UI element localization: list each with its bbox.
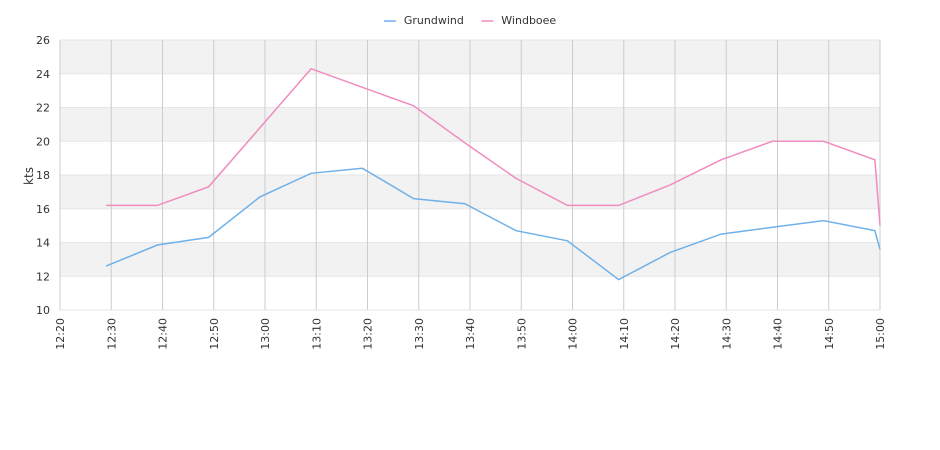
x-tick-label: 13:20 xyxy=(362,318,375,350)
x-tick-label: 12:50 xyxy=(208,318,221,350)
line xyxy=(106,67,881,226)
y-tick-label: 12 xyxy=(36,270,50,283)
legend-item: Windboee xyxy=(481,14,556,27)
y-tick-label: 24 xyxy=(36,68,50,81)
x-tick-label: 13:50 xyxy=(515,318,528,350)
y-tick-label: 14 xyxy=(36,237,50,250)
y-tick-label: 16 xyxy=(36,203,50,216)
x-tick-label: 13:00 xyxy=(259,318,272,350)
x-tick-label: 12:20 xyxy=(54,318,67,350)
x-tick-label: 14:40 xyxy=(772,318,785,350)
legend-label: Windboee xyxy=(501,14,556,27)
legend-label: Grundwind xyxy=(404,14,464,27)
x-tick-label: 13:40 xyxy=(464,318,477,350)
x-tick-label: 14:20 xyxy=(669,318,682,350)
x-tick-label: 14:00 xyxy=(567,318,580,350)
x-tick-label: 13:30 xyxy=(413,318,426,350)
legend-item: Grundwind xyxy=(383,14,464,27)
x-tick-label: 14:30 xyxy=(720,318,733,350)
y-tick-label: 18 xyxy=(36,169,50,182)
x-tick-label: 14:10 xyxy=(618,318,631,350)
y-axis-label: kts xyxy=(22,167,36,185)
x-tick-label: 12:30 xyxy=(105,318,118,350)
y-tick-label: 22 xyxy=(36,102,50,115)
y-tick-label: 26 xyxy=(36,34,50,47)
line xyxy=(105,167,881,281)
x-tick-label: 12:40 xyxy=(157,318,170,350)
y-tick-label: 10 xyxy=(36,304,50,317)
x-tick-label: 14:50 xyxy=(823,318,836,350)
x-tick-label: 13:10 xyxy=(310,318,323,350)
x-tick-label: 15:00 xyxy=(874,318,887,350)
y-tick-label: 20 xyxy=(36,135,50,148)
